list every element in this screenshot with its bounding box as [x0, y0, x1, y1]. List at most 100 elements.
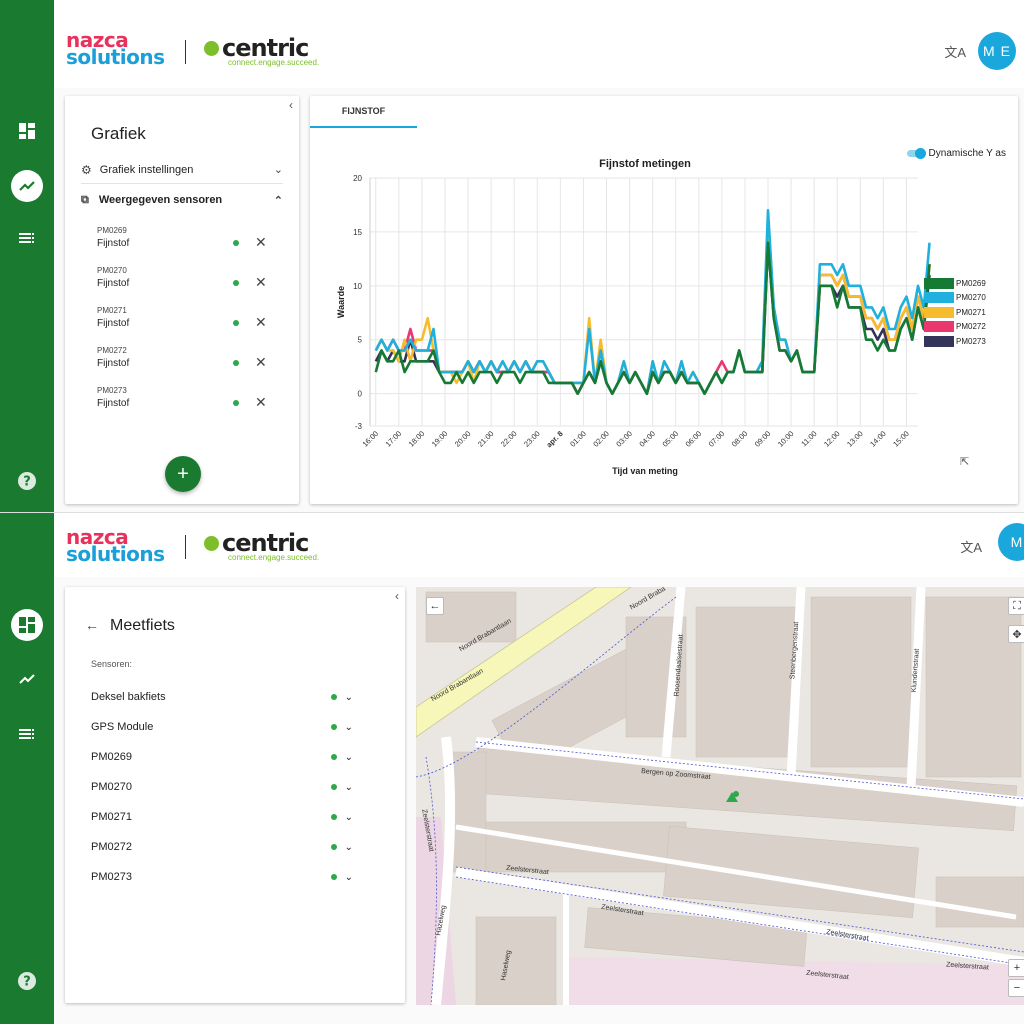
chart-settings-panel: ‹ Grafiek ⚙ Grafiek instellingen ⌄ ⧉ Wee… — [65, 96, 299, 504]
sensors-accordion[interactable]: ⧉ Weergegeven sensoren ⌃ — [81, 186, 283, 214]
logo-line-1: nazca — [66, 525, 129, 549]
remove-sensor-icon[interactable]: ✕ — [255, 274, 267, 290]
x-tick-label: 20:00 — [453, 429, 473, 449]
toggle-switch[interactable] — [906, 148, 926, 159]
status-dot — [331, 874, 337, 880]
x-tick-label: 19:00 — [430, 429, 450, 449]
legend-item[interactable]: PM0271 — [924, 305, 986, 320]
help-icon: ? — [18, 972, 36, 990]
sensor-row[interactable]: PM0269 ⌄ — [91, 747, 381, 767]
avatar[interactable]: M — [998, 523, 1024, 561]
gear-icon: ⚙ — [81, 162, 92, 177]
translate-icon[interactable]: 文A — [960, 540, 982, 555]
nav-help[interactable]: ? — [11, 465, 43, 497]
chevron-down-icon[interactable]: ⌄ — [344, 691, 353, 703]
chevron-down-icon[interactable]: ⌄ — [344, 751, 353, 763]
svg-text:?: ? — [23, 475, 31, 490]
map-back-button[interactable]: ← — [426, 597, 444, 615]
sensor-row-label: PM0271 — [91, 811, 132, 823]
legend-swatch — [924, 335, 954, 347]
chevron-down-icon: ⌄ — [273, 164, 283, 176]
remove-sensor-icon[interactable]: ✕ — [255, 314, 267, 330]
legend-item[interactable]: PM0270 — [924, 291, 986, 306]
tab-fijnstof[interactable]: FIJNSTOF — [310, 96, 417, 128]
collapse-panel-icon[interactable]: ‹ — [395, 589, 399, 603]
nav-dashboard[interactable] — [11, 609, 43, 641]
sensor-row[interactable]: PM0272 ⌄ — [91, 837, 381, 857]
status-dot — [331, 754, 337, 760]
y-tick-label: 10 — [353, 282, 362, 291]
nav-list[interactable] — [11, 222, 43, 254]
x-tick-label: 12:00 — [822, 429, 842, 449]
avatar[interactable]: M E — [978, 32, 1016, 70]
chevron-down-icon[interactable]: ⌄ — [344, 871, 353, 883]
remove-sensor-icon[interactable]: ✕ — [255, 354, 267, 370]
sensor-row[interactable]: GPS Module ⌄ — [91, 717, 381, 737]
zoom-in-button[interactable]: + — [1008, 959, 1024, 977]
sensors-label: Weergegeven sensoren — [98, 194, 223, 206]
chart-settings-accordion[interactable]: ⚙ Grafiek instellingen ⌄ — [81, 156, 283, 184]
zoom-out-button[interactable]: − — [1008, 979, 1024, 997]
series-line-pm0273 — [374, 241, 931, 396]
translate-icon[interactable]: 文A — [944, 45, 966, 60]
legend-item[interactable]: PM0272 — [924, 320, 986, 335]
x-tick-label: 17:00 — [384, 429, 404, 449]
trending-icon — [19, 181, 35, 191]
centric-tagline: connect.engage.succeed. — [228, 58, 320, 67]
chart-screen: ? nazca solutions centric connect.engage… — [0, 0, 1018, 512]
chevron-down-icon[interactable]: ⌄ — [344, 841, 353, 853]
back-arrow-icon[interactable]: ← — [85, 617, 99, 633]
chevron-down-icon[interactable]: ⌄ — [344, 721, 353, 733]
legend-item[interactable]: PM0269 — [924, 276, 986, 291]
pan-icon[interactable]: ✥ — [1008, 625, 1024, 643]
legend-swatch — [924, 277, 954, 289]
chart-legend: PM0269 PM0270 PM0271 PM0272 PM0273 — [924, 276, 986, 349]
x-tick-label: 05:00 — [660, 429, 680, 449]
logo-divider — [185, 535, 186, 559]
bike-position-dot — [733, 791, 739, 797]
collapse-panel-icon[interactable]: ‹ — [289, 98, 293, 112]
nav-help[interactable]: ? — [11, 965, 43, 997]
status-dot — [233, 240, 239, 246]
remove-sensor-icon[interactable]: ✕ — [255, 394, 267, 410]
nav-list[interactable] — [11, 718, 43, 750]
logo-line-1: nazca — [66, 28, 129, 52]
nav-dashboard[interactable] — [11, 115, 43, 147]
chevron-down-icon[interactable]: ⌄ — [344, 781, 353, 793]
y-tick-label: 15 — [353, 228, 362, 237]
sensor-row-label: GPS Module — [91, 721, 154, 733]
dynamic-y-toggle[interactable]: Dynamische Y as — [906, 148, 1006, 159]
chevron-up-icon: ⌃ — [273, 194, 283, 207]
nav-rail: ? — [0, 0, 54, 512]
nav-chart[interactable] — [11, 170, 43, 202]
sensor-row[interactable]: PM0273 ⌄ — [91, 867, 381, 887]
sensor-id: PM0272 — [97, 346, 127, 355]
series-line-pm0271 — [374, 219, 931, 396]
remove-sensor-icon[interactable]: ✕ — [255, 234, 267, 250]
nav-chart[interactable] — [11, 663, 43, 695]
meetfiets-panel: ‹ ← Meetfiets Sensoren: Deksel bakfiets ⌄… — [65, 587, 405, 1003]
sensor-id: PM0269 — [97, 226, 127, 235]
x-tick-label: 08:00 — [730, 429, 750, 449]
chevron-down-icon[interactable]: ⌄ — [344, 811, 353, 823]
add-sensor-button[interactable]: + — [165, 456, 201, 492]
nazca-logo: nazca solutions — [66, 525, 165, 564]
sensor-row[interactable]: PM0271 ⌄ — [91, 807, 381, 827]
legend-label: PM0271 — [956, 307, 986, 317]
fullscreen-icon[interactable]: ⛶ — [1008, 597, 1024, 615]
nazca-logo: nazca solutions — [66, 28, 165, 67]
status-dot — [331, 814, 337, 820]
sensor-row[interactable]: PM0270 ⌄ — [91, 777, 381, 797]
series-line-pm0269 — [374, 241, 931, 396]
trending-icon — [19, 674, 35, 684]
sensors-heading: Sensoren: — [91, 659, 133, 669]
legend-item[interactable]: PM0273 — [924, 334, 986, 349]
sensor-type: Fijnstof — [97, 238, 130, 249]
toggle-knob — [914, 148, 926, 159]
chart-panel: FIJNSTOF Dynamische Y as Fijnstof meting… — [310, 96, 1018, 504]
x-tick-label: 07:00 — [707, 429, 727, 449]
status-dot — [233, 360, 239, 366]
map-view[interactable]: Noord Brabantlaan Noord Brabantlaan Noor… — [416, 587, 1024, 1005]
sensor-row[interactable]: Deksel bakfiets ⌄ — [91, 687, 381, 707]
x-tick-label: 16:00 — [361, 429, 381, 449]
